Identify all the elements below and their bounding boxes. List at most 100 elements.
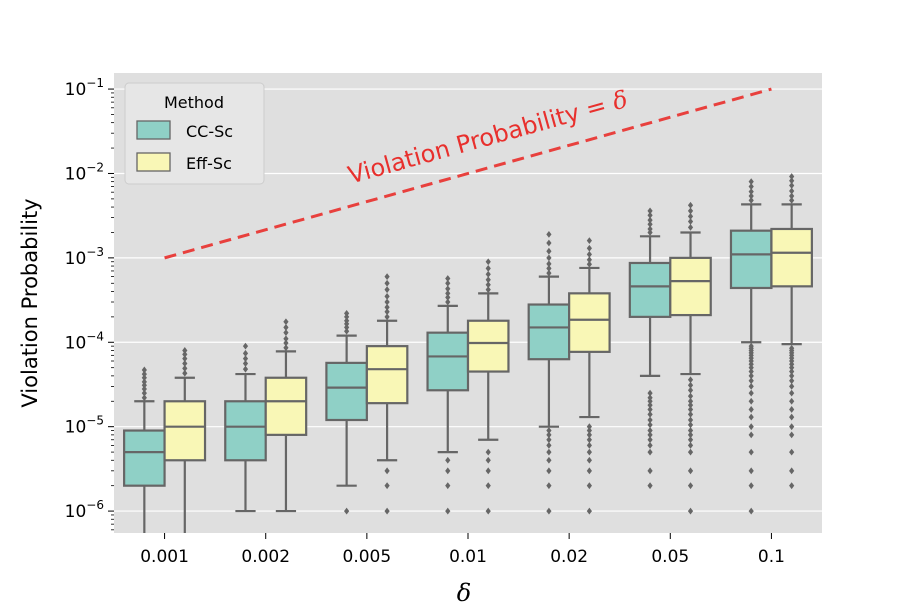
flier-point bbox=[384, 286, 390, 294]
flier-point bbox=[748, 183, 754, 190]
flier-point bbox=[182, 360, 188, 367]
flier-point bbox=[586, 260, 592, 268]
box-group bbox=[729, 178, 773, 515]
x-tick-label: 0.1 bbox=[758, 547, 785, 567]
flier-point bbox=[647, 394, 653, 402]
flier-point bbox=[789, 372, 795, 380]
x-tick-label: 0.001 bbox=[140, 547, 189, 567]
legend-swatch-cc-sc bbox=[136, 120, 171, 140]
flier-point bbox=[789, 406, 795, 413]
flier-point bbox=[141, 370, 147, 378]
flier-point bbox=[586, 237, 592, 245]
flier-point bbox=[687, 406, 694, 413]
flier-point bbox=[586, 467, 592, 475]
flier-point bbox=[242, 365, 249, 373]
box-iqr bbox=[123, 429, 166, 487]
flier-point bbox=[687, 201, 694, 209]
flier-point bbox=[283, 324, 289, 331]
x-tick-label: 0.002 bbox=[241, 547, 290, 567]
flier-point bbox=[748, 377, 754, 385]
flier-point bbox=[647, 448, 653, 456]
flier-point bbox=[546, 467, 552, 475]
flier-point bbox=[748, 389, 754, 397]
legend: Method CC-Sc Eff-Sc bbox=[124, 82, 265, 185]
flier-point bbox=[182, 365, 188, 372]
flier-point bbox=[789, 467, 795, 475]
flier-point bbox=[647, 467, 653, 475]
flier-point bbox=[546, 456, 552, 464]
flier-point bbox=[586, 244, 592, 252]
flier-point bbox=[182, 350, 188, 358]
box-iqr bbox=[729, 229, 773, 290]
flier-point bbox=[242, 355, 249, 363]
flier-point bbox=[344, 324, 350, 331]
x-axis: 0.001 0.002 0.005 0.01 0.02 0.05 0.1 bbox=[140, 533, 785, 567]
flier-point bbox=[182, 369, 188, 377]
flier-point bbox=[586, 436, 592, 444]
flier-point bbox=[748, 364, 754, 372]
legend-swatch-eff-sc bbox=[136, 152, 171, 172]
flier-point bbox=[546, 230, 552, 238]
flier-point bbox=[445, 507, 451, 515]
box-group bbox=[770, 173, 813, 490]
y-tick-label: 10−3 bbox=[65, 245, 104, 269]
flier-point bbox=[789, 397, 795, 405]
flier-point bbox=[647, 397, 653, 405]
flier-point bbox=[344, 317, 350, 325]
flier-point bbox=[283, 335, 289, 343]
box-iqr bbox=[325, 361, 368, 422]
box-series bbox=[123, 173, 813, 533]
x-tick-label: 0.005 bbox=[343, 547, 392, 567]
box-iqr bbox=[426, 331, 470, 392]
flier-point bbox=[344, 313, 350, 321]
flier-point bbox=[546, 247, 552, 255]
flier-point bbox=[789, 364, 795, 372]
flier-point bbox=[748, 413, 754, 421]
flier-point bbox=[445, 294, 451, 301]
flier-point bbox=[789, 344, 795, 352]
box-iqr bbox=[466, 319, 510, 373]
flier-point bbox=[384, 313, 390, 321]
flier-point bbox=[789, 196, 795, 204]
flier-point bbox=[445, 279, 451, 287]
flier-point bbox=[687, 381, 694, 389]
flier-point bbox=[445, 289, 451, 297]
box-iqr bbox=[527, 303, 571, 361]
legend-title: Method bbox=[164, 93, 224, 112]
flier-point bbox=[687, 431, 694, 439]
flier-point bbox=[789, 423, 795, 431]
flier-point bbox=[647, 211, 653, 219]
flier-point bbox=[141, 378, 147, 386]
flier-point bbox=[687, 467, 694, 475]
flier-point bbox=[283, 329, 289, 337]
box-iqr bbox=[770, 227, 813, 288]
flier-point bbox=[789, 192, 795, 200]
flier-point bbox=[485, 265, 491, 272]
flier-point bbox=[789, 173, 795, 180]
flier-point bbox=[748, 178, 754, 186]
flier-point bbox=[748, 342, 754, 350]
flier-point bbox=[687, 392, 694, 400]
flier-point bbox=[485, 507, 491, 515]
flier-point bbox=[485, 281, 491, 289]
flier-point bbox=[748, 383, 754, 390]
flier-point bbox=[687, 397, 694, 405]
flier-point bbox=[647, 410, 653, 418]
flier-point bbox=[546, 265, 552, 272]
flier-point bbox=[748, 448, 754, 456]
flier-point bbox=[647, 207, 653, 215]
x-axis-label: δ bbox=[457, 579, 471, 607]
flier-point bbox=[586, 442, 592, 449]
flier-point bbox=[687, 507, 694, 515]
flier-point bbox=[748, 431, 754, 439]
flier-point bbox=[384, 273, 390, 280]
box-iqr bbox=[628, 261, 672, 318]
flier-point bbox=[789, 448, 795, 456]
box-group bbox=[527, 230, 571, 515]
flier-point bbox=[647, 401, 653, 409]
box-group bbox=[568, 237, 611, 515]
flier-point bbox=[748, 372, 754, 380]
flier-point bbox=[789, 377, 795, 385]
series-cc-sc bbox=[123, 178, 773, 533]
